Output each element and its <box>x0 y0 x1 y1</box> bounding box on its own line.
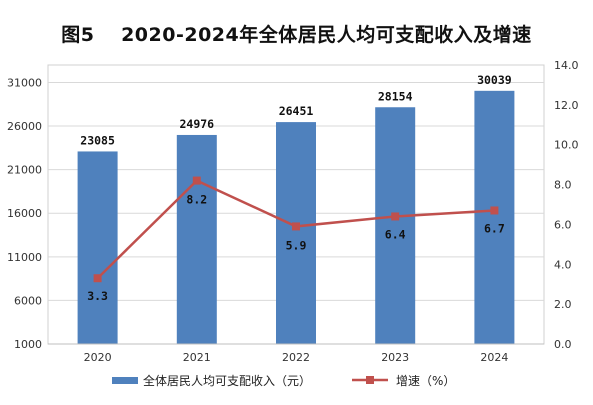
y-right-tick-label: 12.0 <box>554 99 579 112</box>
legend-bar-swatch <box>112 377 138 384</box>
y-left-tick-label: 16000 <box>7 207 42 220</box>
bar-value-label: 24976 <box>179 117 214 131</box>
x-tick-label: 2024 <box>480 351 508 364</box>
bar-value-label: 26451 <box>279 104 314 118</box>
y-right-tick-label: 14.0 <box>554 59 579 72</box>
x-tick-label: 2023 <box>381 351 409 364</box>
growth-point-2023 <box>391 212 400 221</box>
y-right-tick-label: 6.0 <box>554 218 572 231</box>
growth-point-2024 <box>490 206 499 215</box>
data-labels: 23085 24976 26451 28154 30039 3.3 8.2 5.9 6.4 6.7 <box>80 73 511 303</box>
legend: 全体居民人均可支配收入（元） 增速（%） <box>112 373 455 388</box>
growth-line-series <box>93 176 499 283</box>
legend-line-marker <box>366 376 374 384</box>
y-left-tick-label: 11000 <box>7 251 42 264</box>
bar-value-label: 28154 <box>378 89 413 103</box>
y-left-tick-label: 1000 <box>14 338 42 351</box>
y-left-tick-label: 26000 <box>7 120 42 133</box>
growth-value-label: 3.3 <box>87 289 108 303</box>
y-right-tick-label: 8.0 <box>554 179 572 192</box>
y-left-tick-label: 31000 <box>7 76 42 89</box>
bar-2021 <box>176 134 217 344</box>
growth-value-label: 6.7 <box>484 221 505 235</box>
x-tick-label: 2020 <box>84 351 112 364</box>
bar-2022 <box>276 122 316 344</box>
growth-point-2020 <box>93 274 102 283</box>
x-tick-label: 2021 <box>183 351 211 364</box>
y-right-tick-label: 2.0 <box>554 298 572 311</box>
y-right-tick-label: 4.0 <box>554 258 572 271</box>
legend-line-label: 增速（%） <box>396 374 455 388</box>
bar-series <box>77 90 515 344</box>
x-tick-label: 2022 <box>282 351 310 364</box>
growth-point-2021 <box>192 176 201 185</box>
growth-value-label: 6.4 <box>385 227 406 241</box>
y-left-tick-label: 6000 <box>14 294 42 307</box>
y-right-tick-label: 0.0 <box>554 338 572 351</box>
bar-2020 <box>77 151 118 344</box>
y-right-tick-label: 10.0 <box>554 139 579 152</box>
y-left-tick-label: 21000 <box>7 164 42 177</box>
bar-value-label: 23085 <box>80 133 115 147</box>
growth-value-label: 5.9 <box>286 238 307 252</box>
growth-point-2022 <box>292 222 300 231</box>
chart-title: 图5 2020-2024年全体居民人均可支配收入及增速 <box>61 24 532 46</box>
growth-value-label: 8.2 <box>186 193 207 207</box>
bar-2023 <box>375 107 416 344</box>
axes: 1000 6000 11000 16000 21000 26000 31000 0.0 2.0 4… <box>7 59 579 364</box>
bar-2024 <box>474 90 515 344</box>
bar-value-label: 30039 <box>477 73 512 87</box>
legend-bar-label: 全体居民人均可支配收入（元） <box>143 373 311 388</box>
